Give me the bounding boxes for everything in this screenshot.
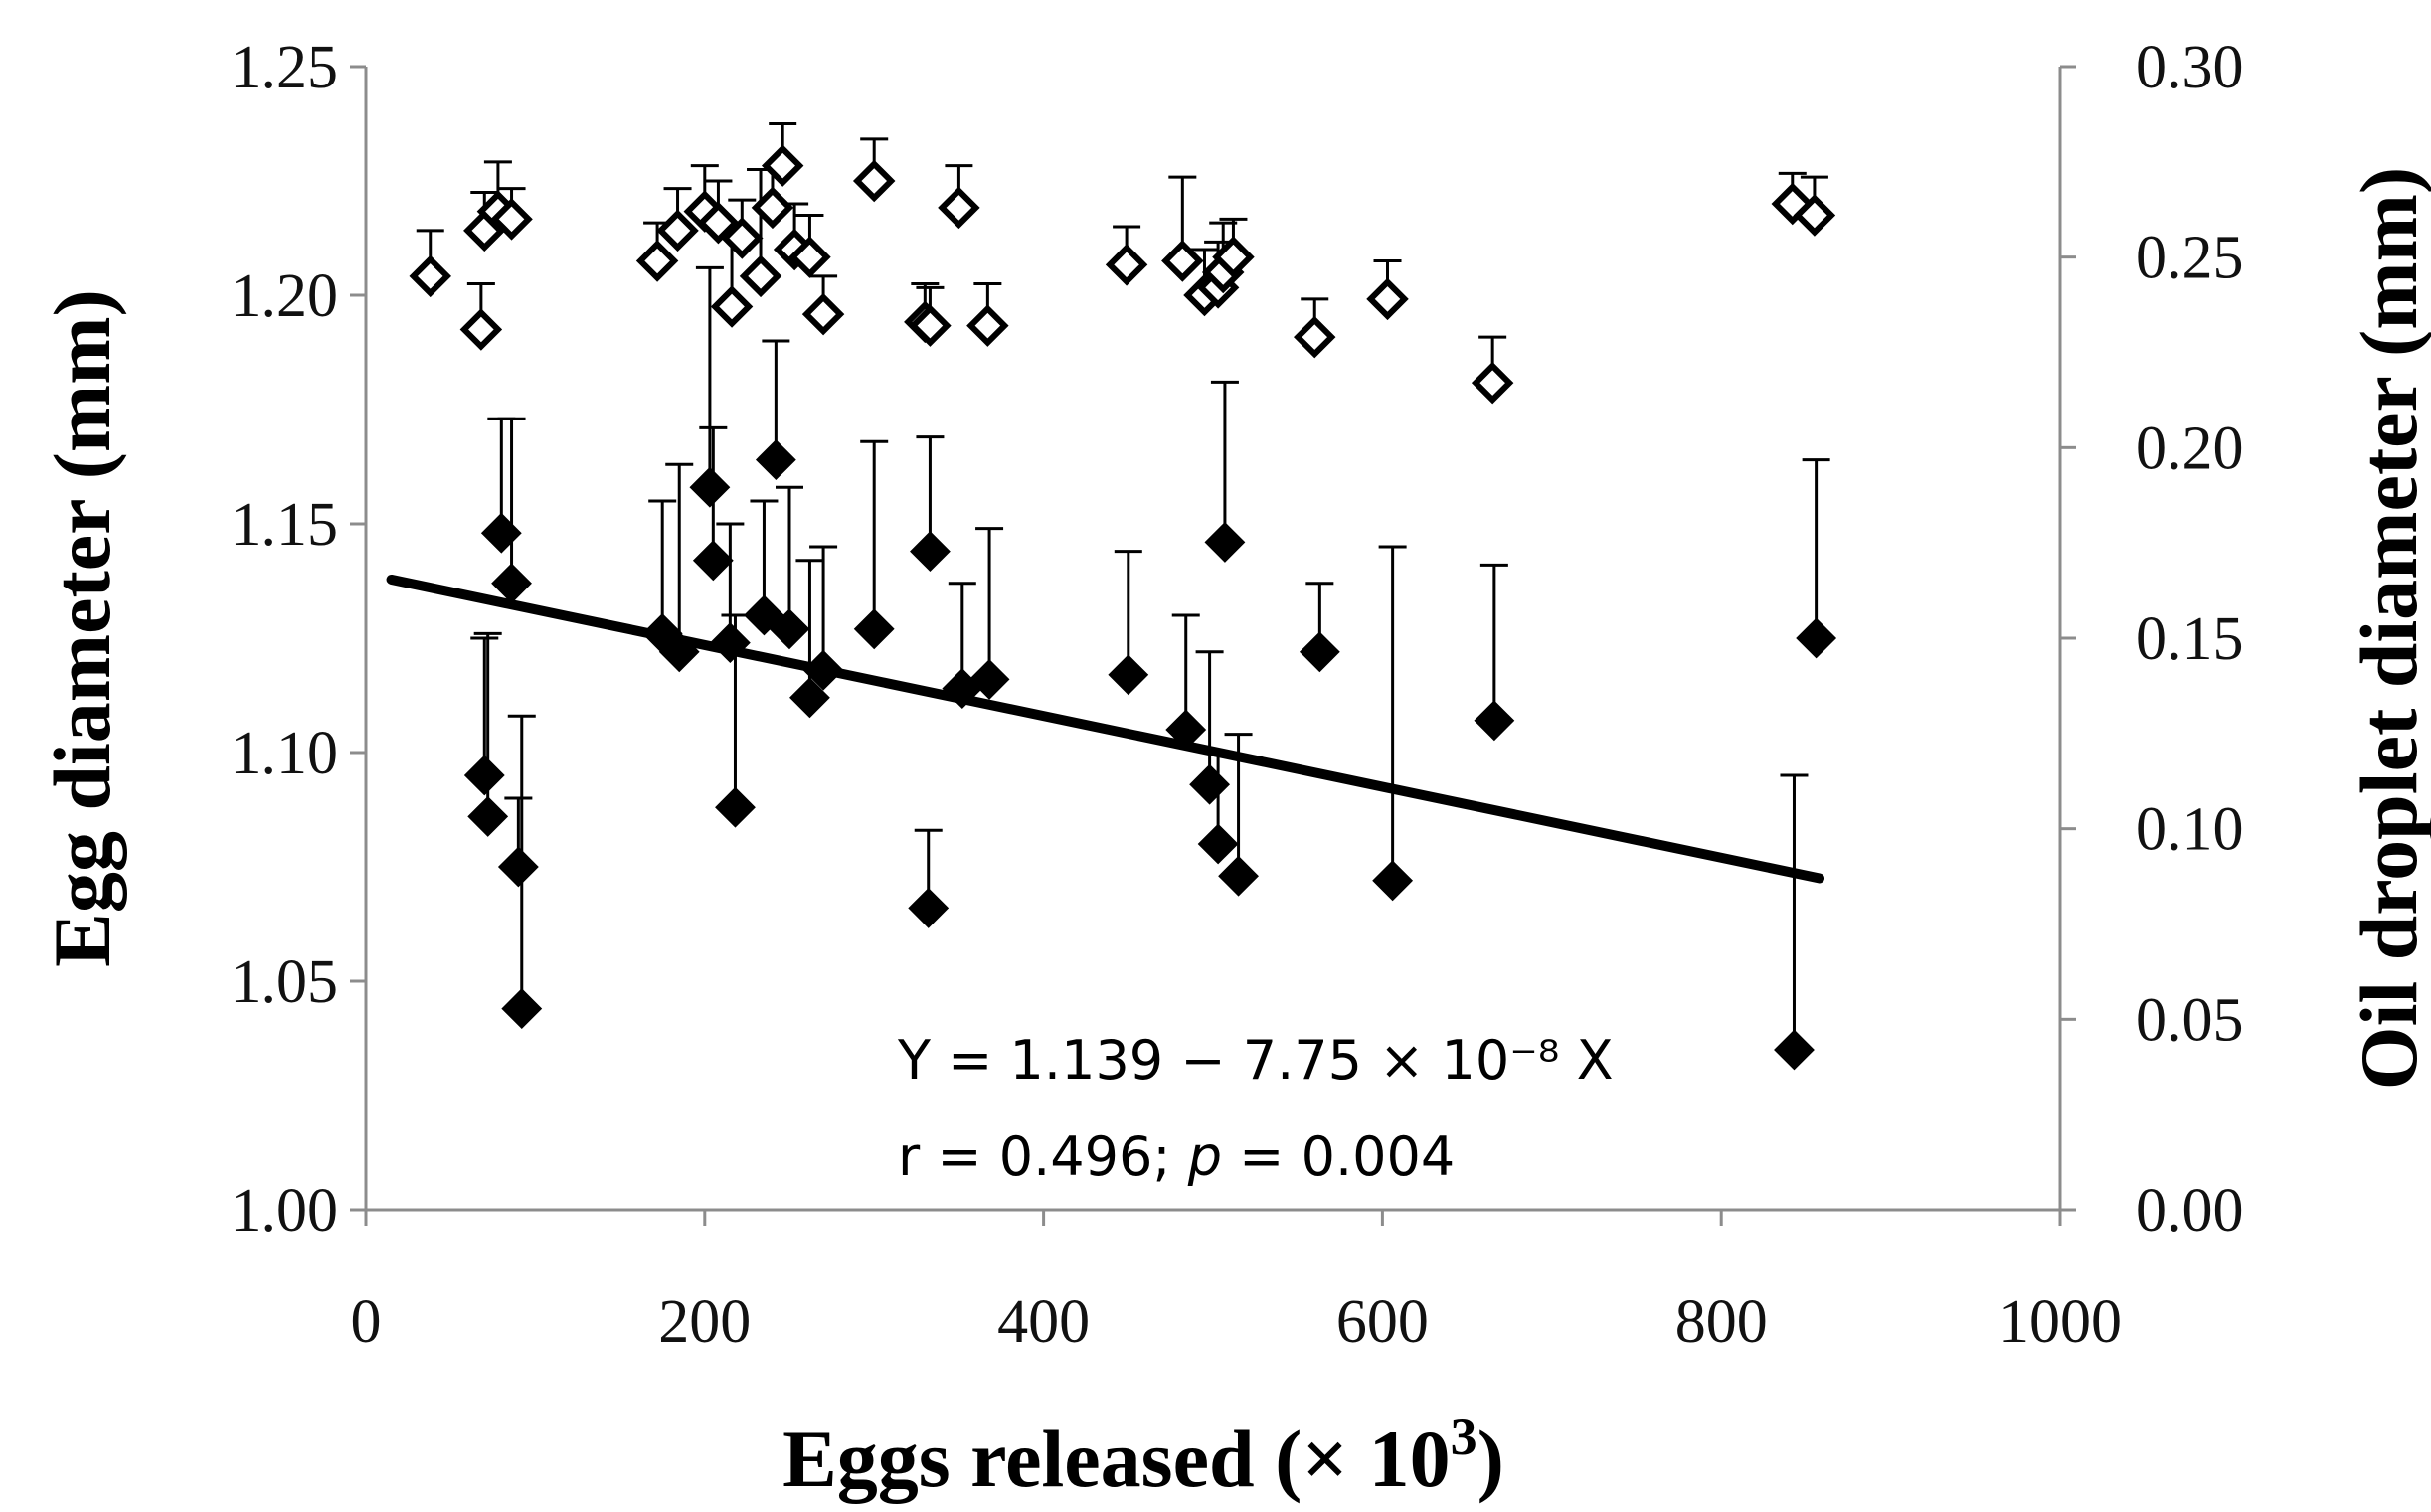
x-tick-label: 0 xyxy=(351,1288,382,1356)
left-y-tick-label: 1.15 xyxy=(231,491,339,559)
right-y-axis-ticks: 0.00 0.05 0.10 0.15 0.20 0.25 0.30 xyxy=(2060,34,2244,1245)
oil-droplet-point xyxy=(739,254,782,298)
oil-droplet-point xyxy=(1161,240,1204,282)
egg-diameter-point xyxy=(709,622,751,664)
oil-droplet-point xyxy=(656,209,699,252)
oil-droplet-point xyxy=(1212,236,1255,278)
egg-diameter-point xyxy=(1189,763,1231,805)
regression-line xyxy=(386,574,1825,884)
egg-diameter-point xyxy=(910,531,951,573)
egg-diameter-point xyxy=(908,887,950,928)
oil-droplet-point xyxy=(966,304,1009,347)
x-tick-label: 1000 xyxy=(1998,1288,2122,1356)
oil-droplet-point xyxy=(788,236,831,278)
oil-droplet-point xyxy=(1293,315,1336,359)
egg-diameter-point xyxy=(1372,860,1414,902)
egg-diameter-point xyxy=(1474,700,1515,742)
egg-diameter-point xyxy=(467,795,509,837)
x-axis-title-superscript: 3 xyxy=(1451,1407,1477,1466)
egg-diameter-point xyxy=(769,608,810,650)
left-y-tick-label: 1.05 xyxy=(231,948,339,1016)
left-y-tick-label: 1.25 xyxy=(231,34,339,101)
right-y-tick-label: 0.20 xyxy=(2136,415,2244,482)
oil-droplet-point xyxy=(751,186,794,230)
x-tick-label: 800 xyxy=(1675,1288,1768,1356)
egg-diameter-point xyxy=(1108,654,1149,696)
egg-diameter-point xyxy=(853,608,895,650)
egg-diameter-point xyxy=(715,786,756,828)
egg-diameter-point xyxy=(480,512,522,554)
right-y-tick-label: 0.00 xyxy=(2136,1177,2244,1245)
oil-droplet-point xyxy=(490,198,533,241)
right-y-tick-label: 0.25 xyxy=(2136,225,2244,292)
oil-droplet-point xyxy=(1793,194,1836,237)
right-y-tick-label: 0.30 xyxy=(2136,34,2244,101)
egg-diameter-point xyxy=(968,658,1010,700)
x-tick-label: 200 xyxy=(658,1288,751,1356)
right-y-axis-title: Oil droplet diameter (mm) xyxy=(2344,167,2431,1090)
oil-droplet-point xyxy=(761,144,804,187)
egg-diameter-point xyxy=(497,846,539,888)
regression-stats: r = 0.496; p = 0.004 xyxy=(898,1125,1455,1188)
egg-diameter-point xyxy=(1774,1029,1815,1071)
regression-line-path xyxy=(386,574,1825,884)
egg-diameter-point xyxy=(1796,617,1837,659)
x-tick-label: 400 xyxy=(997,1288,1090,1356)
regression-equation: Y = 1.139 − 7.75 × 10⁻⁸ X xyxy=(897,1029,1614,1092)
left-y-tick-label: 1.10 xyxy=(231,720,339,787)
egg-diameter-point xyxy=(1218,855,1259,897)
egg-diameter-point xyxy=(1197,823,1239,865)
egg-diameter-point xyxy=(755,439,796,481)
oil-droplet-point xyxy=(721,217,764,259)
left-y-tick-label: 1.20 xyxy=(231,262,339,330)
oil-droplet-point xyxy=(1105,244,1148,286)
oil-droplet-point xyxy=(801,292,845,336)
right-y-tick-label: 0.10 xyxy=(2136,796,2244,864)
left-y-axis-ticks: 1.00 1.05 1.10 1.15 1.20 1.25 xyxy=(231,34,366,1245)
egg-diameter-point xyxy=(789,677,830,719)
egg-diameter-point xyxy=(692,540,734,582)
egg-diameter-point xyxy=(802,649,844,691)
x-axis-title: Eggs released (× 103) xyxy=(782,1407,1504,1504)
oil-droplet-point xyxy=(697,201,740,245)
egg-diameter-point xyxy=(1204,521,1246,563)
egg-diameter-point xyxy=(689,466,731,508)
egg-diameter-point xyxy=(491,563,532,604)
egg-diameter-point xyxy=(1299,631,1340,673)
x-tick-label: 600 xyxy=(1336,1288,1429,1356)
left-y-tick-label: 1.00 xyxy=(231,1177,339,1245)
right-y-tick-label: 0.05 xyxy=(2136,986,2244,1054)
left-y-axis-title: Egg diameter (mm) xyxy=(37,289,127,967)
x-axis-ticks: 0 200 400 600 800 1000 xyxy=(351,1210,2122,1356)
oil-droplet-point xyxy=(459,308,503,351)
egg-diameter-point xyxy=(501,988,543,1030)
oil-droplet-point xyxy=(1471,361,1514,405)
egg-diameter-point xyxy=(658,631,700,673)
oil-droplet-point xyxy=(938,186,980,230)
oil-droplet-point xyxy=(909,304,952,347)
oil-droplet-point xyxy=(710,285,754,328)
oil-droplet-point xyxy=(1366,277,1409,321)
oil-droplet-point xyxy=(635,240,679,282)
right-y-tick-label: 0.15 xyxy=(2136,605,2244,673)
egg-diameter-point xyxy=(463,755,505,796)
egg-diameter-point xyxy=(1165,709,1207,751)
data-markers xyxy=(409,144,1837,1071)
oil-droplet-point xyxy=(409,254,451,298)
oil-droplet-point xyxy=(852,159,896,203)
